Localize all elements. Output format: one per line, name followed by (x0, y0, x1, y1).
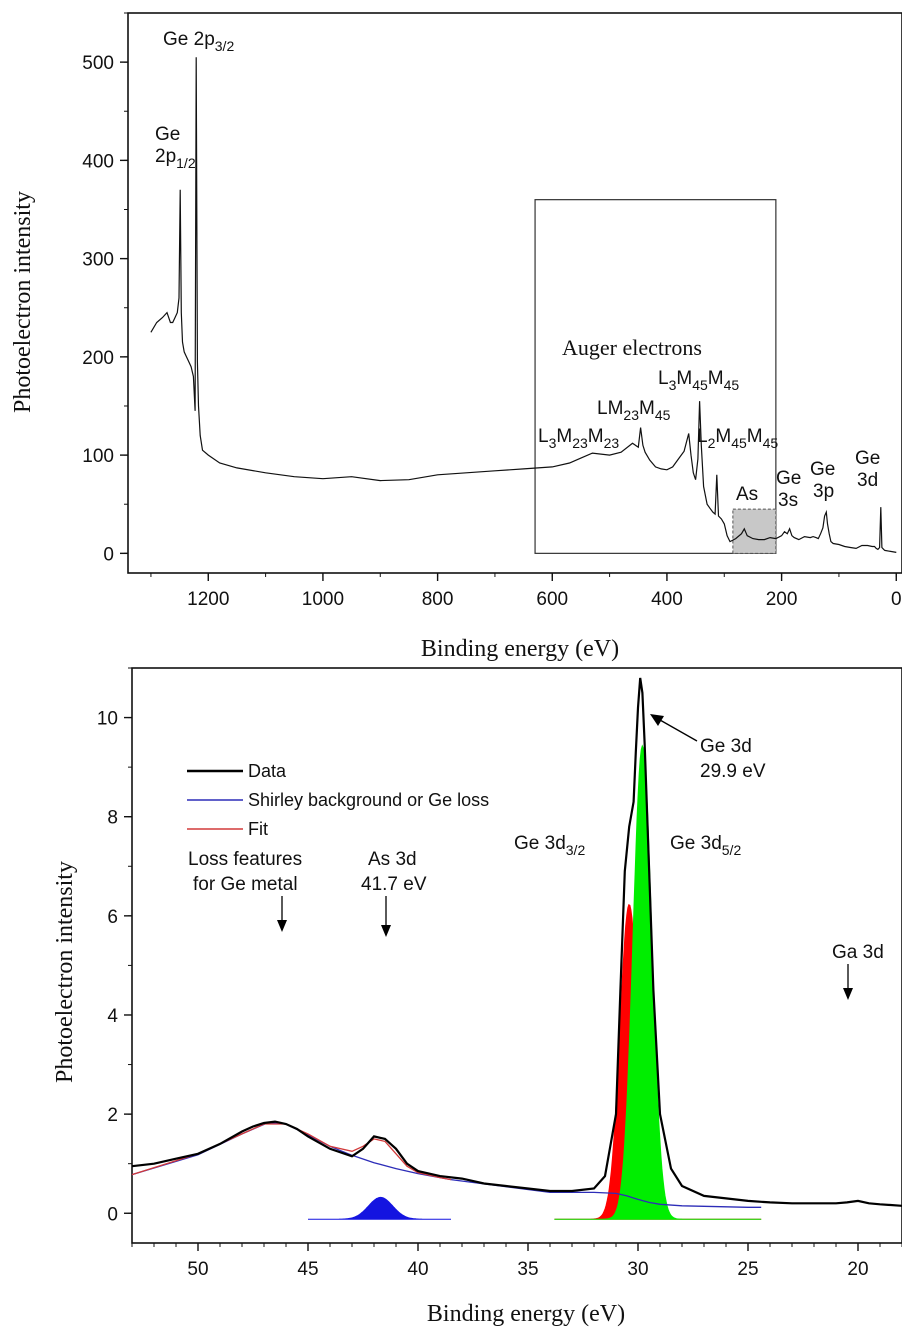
ge2p12-label-line2: 2p1/2 (155, 146, 196, 171)
component-ge-3d-5-2 (554, 744, 762, 1220)
l3m45m45-label: L3M45M45 (658, 368, 739, 393)
survey-y-axis-title: Photoelectron intensity (10, 191, 36, 413)
survey-y-tick-label: 100 (82, 446, 114, 467)
survey-x-tick-label: 200 (766, 589, 798, 610)
as3d-arrowhead (381, 925, 391, 937)
region-y-tick-label: 4 (107, 1006, 118, 1027)
loss-label-line2: for Ge metal (193, 874, 298, 895)
region-axes: 50 45 40 35 30 25 20 0 2 4 6 8 10 (97, 667, 902, 1280)
survey-spectrum-line (150, 57, 897, 553)
region-x-tick-label: 40 (407, 1259, 428, 1280)
survey-x-axis-title: Binding energy (eV) (421, 636, 619, 662)
ge3s-label-line2: 3s (778, 490, 798, 511)
as3d-label-line1: As 3d (368, 849, 417, 870)
ge2p12-label-line1: Ge (155, 124, 180, 145)
region-x-tick-label: 35 (517, 1259, 538, 1280)
as3d-label-line2: 41.7 eV (361, 874, 427, 895)
ge3d-label-line1: Ge (855, 448, 880, 469)
survey-x-tick-label: 600 (536, 589, 568, 610)
survey-spectrum-chart: 1200 1000 800 600 400 200 0 0 100 200 300 400 500 Au… (10, 12, 902, 662)
ge2p32-label: Ge 2p3/2 (163, 29, 234, 54)
ge3p-label-line1: Ge (810, 459, 835, 480)
survey-y-tick-label: 300 (82, 250, 114, 271)
ge3d-arrowhead (650, 714, 664, 726)
survey-x-tick-label: 1200 (187, 589, 229, 610)
region-y-tick-label: 2 (107, 1105, 118, 1126)
region-x-axis-title: Binding energy (eV) (427, 1301, 625, 1327)
survey-annotations: Auger electrons As Ge 2p3/2 Ge 2p1/2 L3M… (155, 29, 880, 511)
survey-axes: 1200 1000 800 600 400 200 0 0 100 200 300 400 500 (82, 12, 902, 610)
ge3p-label-line2: 3p (813, 481, 834, 502)
auger-label: Auger electrons (562, 335, 702, 360)
survey-y-tick-label: 400 (82, 151, 114, 172)
region-plot-frame (131, 667, 902, 1244)
loss-label-line1: Loss features (188, 849, 302, 870)
region-x-tick-label: 45 (297, 1259, 318, 1280)
region-y-tick-label: 6 (107, 907, 118, 928)
auger-box (534, 199, 777, 554)
region-y-tick-label: 0 (107, 1204, 118, 1225)
ge3d-region-chart: 50 45 40 35 30 25 20 0 2 4 6 8 10 Data Shirley backg… (52, 667, 902, 1327)
legend: Data Shirley background or Ge loss Fit (187, 761, 489, 839)
region-x-tick-label: 30 (627, 1259, 648, 1280)
as-label: As (736, 484, 758, 505)
ga3d-label: Ga 3d (832, 942, 884, 963)
ge3d-peak-label-line1: Ge 3d (700, 736, 752, 757)
data-line (131, 677, 902, 1207)
ge3d52-label: Ge 3d5/2 (670, 833, 741, 858)
l2m45m45-label: L2M45M45 (697, 426, 778, 451)
region-x-tick-label: 20 (847, 1259, 868, 1280)
lm23m45-label: LM23M45 (597, 398, 671, 423)
l3m23m23-label: L3M23M23 (538, 426, 619, 451)
survey-y-tick-label: 0 (103, 544, 114, 565)
region-y-axis-title: Photoelectron intensity (52, 861, 78, 1083)
shirley-background-line (131, 1121, 762, 1208)
ga3d-arrowhead (843, 988, 853, 1000)
ge3s-label-line1: Ge (776, 468, 801, 489)
survey-x-tick-label: 0 (891, 589, 902, 610)
survey-x-tick-label: 400 (651, 589, 683, 610)
fit-line (131, 1123, 452, 1181)
component-as-3d (308, 1196, 451, 1220)
legend-label-fit: Fit (248, 819, 268, 839)
legend-label-data: Data (248, 761, 287, 781)
auger-region-box (534, 199, 777, 554)
region-y-tick-label: 8 (107, 808, 118, 829)
survey-x-tick-label: 800 (422, 589, 454, 610)
survey-x-tick-label: 1000 (302, 589, 344, 610)
loss-arrowhead (277, 920, 287, 932)
survey-y-tick-label: 500 (82, 53, 114, 74)
region-y-tick-label: 10 (97, 709, 118, 730)
fit-components (308, 744, 762, 1220)
region-x-tick-label: 25 (737, 1259, 758, 1280)
ge3d32-label: Ge 3d3/2 (514, 833, 585, 858)
legend-label-shirley: Shirley background or Ge loss (248, 790, 489, 810)
ge3d-arrow (659, 719, 698, 742)
region-annotations: Loss features for Ge metal As 3d 41.7 eV… (188, 714, 884, 1000)
ge3d-peak-label-line2: 29.9 eV (700, 761, 766, 782)
survey-plot-frame (127, 12, 902, 574)
ge3d-label-line2: 3d (857, 470, 878, 491)
region-x-tick-label: 50 (187, 1259, 208, 1280)
survey-y-tick-label: 200 (82, 348, 114, 369)
as-shaded-region (732, 508, 777, 554)
